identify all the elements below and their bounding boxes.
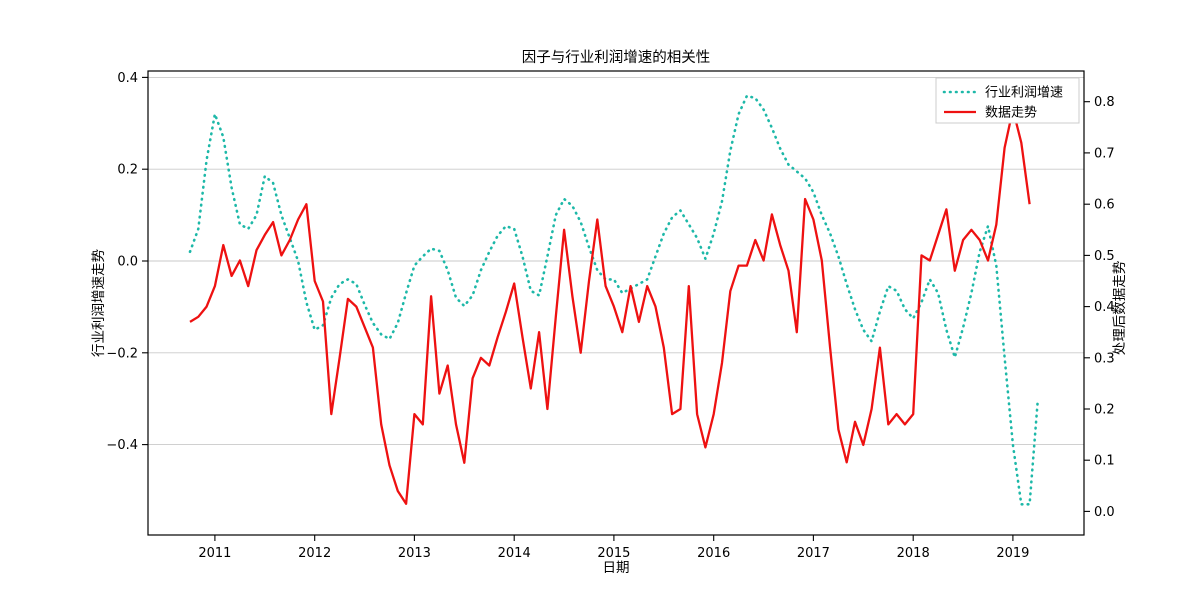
legend-label-processed: 数据走势 (985, 105, 1037, 121)
x-tick-label: 2014 (498, 546, 531, 561)
y-left-tick-label: 0.2 (117, 163, 138, 178)
y-right-tick-label: 0.6 (1094, 198, 1115, 213)
y-right-tick-label: 0.4 (1094, 300, 1115, 315)
y-left-axis-ticks: 0.4 0.2 0.0 −0.2 −0.4 (106, 71, 148, 453)
y-right-axis-ticks: 0.0 0.1 0.2 0.3 0.4 0.5 0.6 0.7 0.8 (1084, 95, 1115, 520)
y-left-axis-label: 行业利润增速走势 (91, 249, 107, 357)
y-right-tick-label: 0.0 (1094, 505, 1115, 520)
x-tick-label: 2011 (198, 546, 231, 561)
legend-label-industry: 行业利润增速 (985, 86, 1063, 101)
x-tick-label: 2018 (897, 546, 930, 561)
y-right-tick-label: 0.2 (1094, 403, 1115, 418)
x-tick-label: 2019 (996, 546, 1029, 561)
x-tick-label: 2015 (597, 546, 630, 561)
processed-data-line (189, 108, 1031, 505)
y-left-tick-label: 0.0 (117, 255, 138, 270)
x-tick-label: 2016 (697, 546, 730, 561)
y-right-tick-label: 0.5 (1094, 249, 1115, 264)
y-right-tick-label: 0.8 (1094, 95, 1115, 110)
gridlines (148, 76, 1084, 446)
plot-border (147, 70, 1085, 536)
y-right-tick-label: 0.7 (1094, 146, 1115, 161)
legend-box (935, 77, 1080, 124)
legend: 行业利润增速 数据走势 (935, 77, 1080, 124)
y-left-tick-label: −0.2 (106, 346, 138, 361)
y-right-tick-label: 0.1 (1094, 454, 1115, 469)
industry-profit-growth-line (188, 94, 1040, 506)
chart-title: 因子与行业利润增速的相关性 (522, 49, 711, 66)
x-axis-ticks: 2011 2012 2013 2014 2015 2016 2017 2018 2019 (198, 535, 1029, 561)
x-tick-label: 2017 (797, 546, 830, 561)
y-left-tick-label: −0.4 (106, 438, 138, 453)
x-axis-label: 日期 (603, 560, 630, 576)
x-tick-label: 2012 (298, 546, 331, 561)
x-tick-label: 2013 (398, 546, 431, 561)
y-right-tick-label: 0.3 (1094, 351, 1115, 366)
y-left-tick-label: 0.4 (117, 71, 138, 86)
y-right-axis-label: 处理后数据走势 (1112, 261, 1128, 356)
